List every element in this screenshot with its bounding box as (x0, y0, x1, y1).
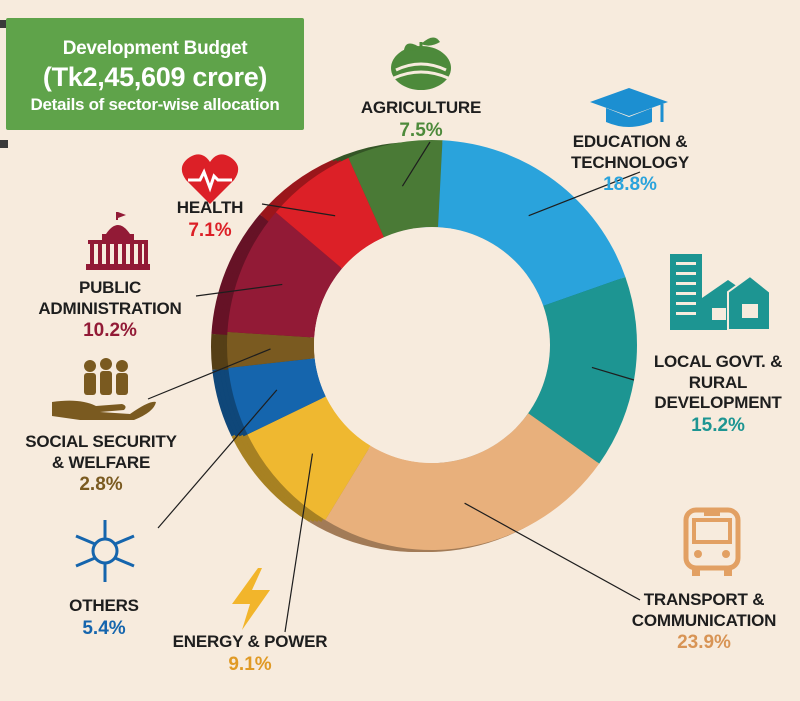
chart-title-amount: (Tk2,45,609 crore) (42, 62, 268, 92)
heart-pulse-icon (181, 154, 239, 204)
leader-line (147, 348, 271, 400)
title-box: Development Budget (Tk2,45,609 crore) De… (6, 18, 304, 130)
slice-name: ADMINISTRATION (38, 298, 182, 318)
donut-slices (211, 139, 637, 552)
slice-value: 7.5% (399, 119, 443, 141)
slice-value: 9.1% (228, 653, 272, 675)
slice-education-technology (438, 140, 626, 306)
leader-line (528, 171, 641, 217)
joined-hands-icon (75, 520, 135, 582)
leader-lines (147, 141, 641, 633)
lightning-icon (232, 568, 270, 630)
leader-line (261, 203, 336, 217)
slice-name: ENERGY & POWER (172, 632, 328, 651)
slice-name: SOCIAL SECURITY (25, 432, 177, 451)
slice-name: LOCAL GOVT. & (653, 352, 783, 371)
slice-value: 18.8% (603, 174, 657, 196)
label-local-govt: LOCAL GOVT. & RURAL DEVELOPMENT 15.2% (636, 352, 800, 437)
leader-line (591, 366, 635, 381)
slice-value: 7.1% (188, 219, 232, 241)
capitol-icon (86, 212, 150, 270)
slice-value: 15.2% (691, 415, 745, 437)
slice-name: EDUCATION & (572, 132, 688, 151)
slice-name: DEVELOPMENT (654, 393, 782, 413)
slice-name: TECHNOLOGY (571, 152, 689, 172)
label-public-admin: PUBLIC ADMINISTRATION 10.2% (20, 278, 200, 343)
slice-name: AGRICULTURE (360, 98, 482, 117)
label-agriculture: AGRICULTURE 7.5% (346, 98, 496, 142)
slice-name: TRANSPORT & (643, 590, 765, 609)
corner-mark (0, 20, 8, 28)
slice-name: COMMUNICATION (631, 610, 777, 630)
leader-line (157, 389, 278, 529)
label-energy: ENERGY & POWER 9.1% (160, 632, 340, 676)
slice-energy-power (247, 396, 371, 521)
hand-people-icon (52, 358, 156, 420)
label-health: HEALTH 7.1% (166, 198, 254, 242)
slice-local-govt-rural-development (528, 276, 637, 464)
slice-agriculture (348, 139, 443, 238)
slice-value: 23.9% (677, 632, 731, 654)
slice-transport-communication (325, 413, 600, 550)
slice-name: PUBLIC (78, 278, 142, 297)
donut-hole (314, 227, 550, 463)
label-social-security: SOCIAL SECURITY & WELFARE 2.8% (12, 432, 190, 497)
slice-social-security-welfare (227, 331, 315, 368)
corner-mark (0, 140, 8, 148)
slice-name: OTHERS (69, 596, 139, 615)
slice-value: 10.2% (83, 320, 137, 342)
bus-icon (683, 507, 741, 576)
label-transport: TRANSPORT & COMMUNICATION 23.9% (612, 590, 796, 655)
sprout-field-icon (391, 37, 451, 90)
slice-value: 5.4% (82, 617, 126, 639)
label-education: EDUCATION & TECHNOLOGY 18.8% (540, 132, 720, 197)
leader-line (401, 141, 431, 187)
slice-name: & WELFARE (51, 452, 151, 472)
leader-line (284, 453, 314, 633)
chart-subtitle: Details of sector-wise allocation (30, 95, 280, 114)
slice-others (228, 358, 326, 435)
slice-health (275, 157, 384, 269)
label-others: OTHERS 5.4% (44, 596, 164, 640)
slice-name: HEALTH (176, 198, 244, 217)
graduation-cap-icon (590, 88, 668, 127)
leader-line (464, 502, 641, 601)
leader-line (195, 283, 283, 297)
chart-title-line1: Development Budget (62, 38, 248, 59)
slice-value: 2.8% (79, 474, 123, 496)
slice-public-administration (227, 212, 343, 338)
buildings-icon (670, 254, 771, 331)
slice-name: RURAL (688, 372, 748, 392)
